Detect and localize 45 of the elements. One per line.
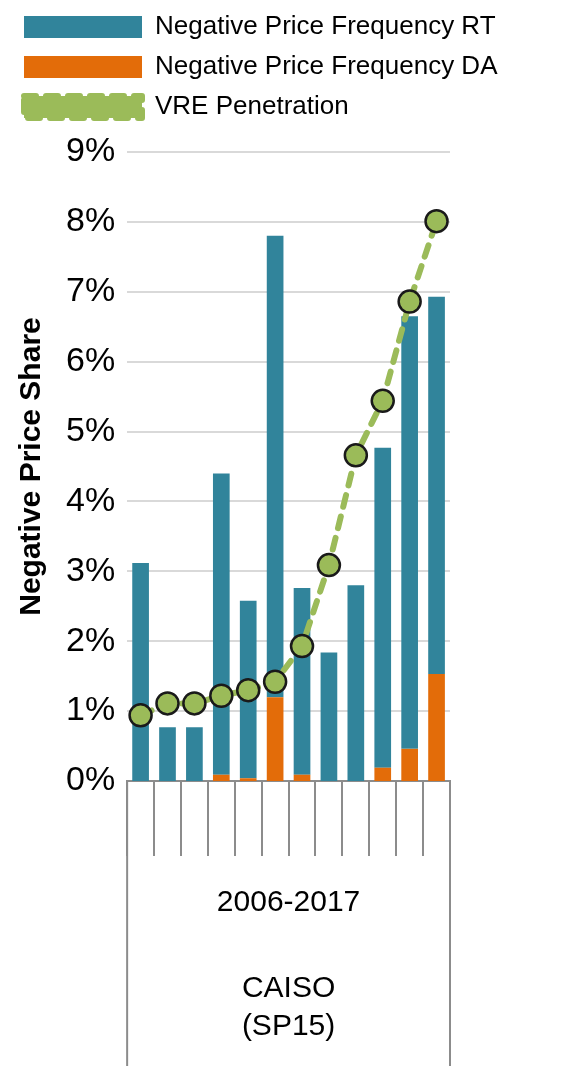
point <box>370 388 395 414</box>
point <box>262 669 288 695</box>
bar <box>212 473 230 775</box>
y-tick-label: 8% <box>66 200 116 239</box>
bar <box>266 697 284 781</box>
y-tick-label: 1% <box>66 689 116 728</box>
bar <box>186 727 203 781</box>
point <box>316 552 342 578</box>
y-tick-label: 0% <box>66 759 116 798</box>
point <box>343 443 369 468</box>
bar <box>428 296 445 675</box>
bar <box>374 767 392 781</box>
point <box>209 683 234 708</box>
y-tick-label: 9% <box>66 130 116 169</box>
y-tick-label: 6% <box>66 340 116 379</box>
bar <box>212 774 230 781</box>
bar <box>132 562 149 781</box>
point <box>289 633 315 659</box>
bar <box>347 585 365 781</box>
bar <box>159 727 176 781</box>
point <box>235 677 261 703</box>
bar <box>293 774 311 781</box>
y-tick-label: 2% <box>66 619 116 658</box>
legend-label: Negative Price Frequency RT <box>155 10 496 41</box>
y-tick-label: 4% <box>66 479 116 518</box>
y-tick-label: 5% <box>66 409 116 448</box>
y-tick-label: 7% <box>66 270 116 309</box>
point <box>128 703 153 728</box>
text: CAISO (SP15) <box>241 970 336 1042</box>
legend-label: VRE Penetration <box>155 90 349 121</box>
point <box>424 208 449 234</box>
bar <box>401 316 418 749</box>
y-tick-label: 3% <box>66 549 116 588</box>
bar <box>401 748 418 781</box>
text: 2006-2017 <box>216 884 361 918</box>
point <box>182 691 207 716</box>
legend-label: Negative Price Frequency DA <box>155 50 499 81</box>
bar <box>428 674 445 781</box>
bar <box>320 652 338 781</box>
point <box>155 691 180 716</box>
bar <box>266 235 284 698</box>
bar <box>374 447 392 768</box>
y-axis-title: Negative Price Share <box>13 317 47 616</box>
point <box>397 289 422 314</box>
bar <box>239 778 257 781</box>
